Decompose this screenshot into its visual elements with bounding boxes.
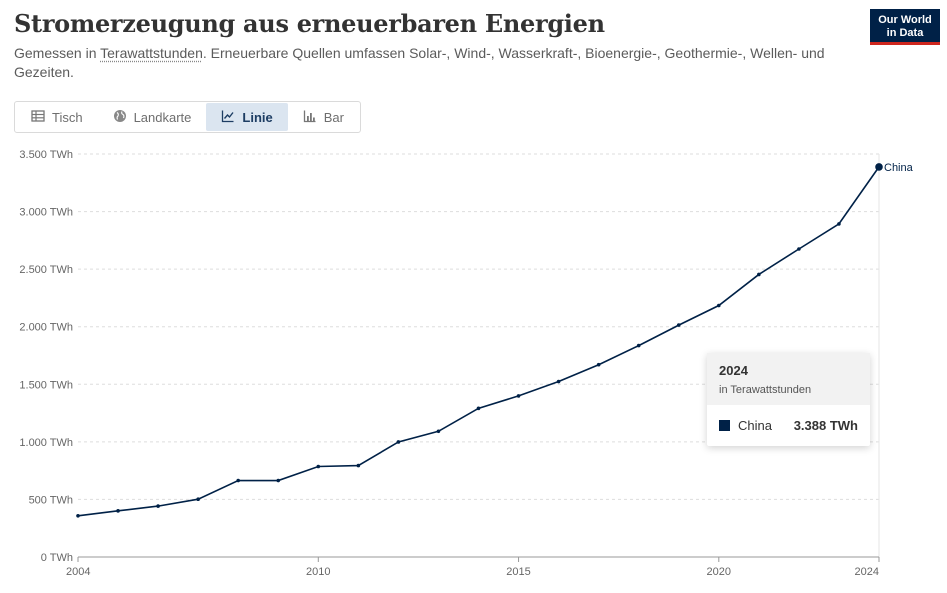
tab-table-label: Tisch xyxy=(52,109,83,125)
tab-map-label: Landkarte xyxy=(133,109,192,125)
tooltip-value: 3.388 TWh xyxy=(793,418,858,433)
data-point xyxy=(156,504,160,508)
data-point xyxy=(196,497,200,501)
y-tick-label: 1.000 TWh xyxy=(19,437,73,449)
x-axis: 2004 2010 2015 2020 2024 xyxy=(66,556,880,578)
chart-subtitle: Gemessen in Terawattstunden. Erneuerbare… xyxy=(14,44,874,82)
data-point xyxy=(316,464,321,469)
tooltip-header: 2024 in Terawattstunden xyxy=(707,353,870,405)
x-tick-label: 2024 xyxy=(855,566,879,578)
series-end-label: China xyxy=(884,162,914,174)
y-tick-label: 2.500 TWh xyxy=(19,264,73,276)
data-point xyxy=(516,394,521,398)
data-point xyxy=(476,406,481,411)
terawattstunden-link[interactable]: Terawattstunden xyxy=(100,45,203,61)
data-point xyxy=(596,362,601,367)
line-chart[interactable]: 0 TWh 500 TWh 1.000 TWh 1.500 TWh 2.000 TWh 2… xyxy=(0,140,947,593)
x-tick-label: 2010 xyxy=(306,566,330,578)
data-point xyxy=(396,440,401,444)
tooltip-row: China 3.388 TWh xyxy=(707,405,870,446)
data-point xyxy=(276,478,281,483)
bar-chart-icon xyxy=(303,109,317,126)
series-china: China xyxy=(76,162,914,518)
table-icon xyxy=(31,109,45,126)
x-tick-label: 2020 xyxy=(707,566,731,578)
tab-bar[interactable]: Bar xyxy=(288,103,359,131)
y-tick-label: 0 TWh xyxy=(41,552,73,564)
tab-map[interactable]: Landkarte xyxy=(98,103,207,131)
series-color-swatch xyxy=(719,420,730,431)
data-point xyxy=(116,509,120,513)
y-tick-label: 3.500 TWh xyxy=(19,149,73,161)
data-point xyxy=(236,478,240,483)
tooltip-year: 2024 xyxy=(719,363,748,378)
y-tick-label: 1.500 TWh xyxy=(19,379,73,391)
hover-tooltip: 2024 in Terawattstunden China 3.388 TWh xyxy=(707,353,870,446)
tooltip-series-name: China xyxy=(738,418,772,433)
data-point xyxy=(797,247,801,251)
subtitle-rest: . Erneuerbare Quellen umfassen Solar-, W… xyxy=(14,45,825,80)
line-chart-icon xyxy=(221,109,235,126)
y-tick-label: 500 TWh xyxy=(29,494,73,506)
tab-table[interactable]: Tisch xyxy=(16,103,98,131)
data-point xyxy=(636,343,641,348)
data-point xyxy=(556,379,561,384)
data-point xyxy=(76,513,80,518)
subtitle-prefix: Gemessen in xyxy=(14,45,101,61)
data-point xyxy=(837,222,841,226)
chart-type-tabs: Tisch Landkarte Linie Bar xyxy=(14,101,361,133)
x-tick-label: 2015 xyxy=(506,566,530,578)
data-point xyxy=(875,163,883,171)
owid-logo[interactable]: Our World in Data xyxy=(870,9,940,45)
tab-line[interactable]: Linie xyxy=(206,103,288,131)
y-tick-label: 3.000 TWh xyxy=(19,207,73,219)
chart-title: Stromerzeugung aus erneuerbaren Energien xyxy=(14,9,605,38)
x-tick-label: 2004 xyxy=(66,566,90,578)
y-axis-ticks: 0 TWh 500 TWh 1.000 TWh 1.500 TWh 2.000 TWh 2… xyxy=(19,149,73,564)
tab-bar-label: Bar xyxy=(323,109,344,125)
data-point xyxy=(436,429,441,434)
series-line xyxy=(77,166,880,517)
logo-line-1: Our World xyxy=(878,14,932,26)
y-tick-label: 2.000 TWh xyxy=(19,322,73,334)
data-point xyxy=(676,323,681,327)
logo-line-2: in Data xyxy=(886,27,924,39)
data-point xyxy=(757,272,761,277)
data-point xyxy=(356,463,361,468)
tab-line-label: Linie xyxy=(242,109,273,125)
data-point xyxy=(717,303,721,308)
globe-icon xyxy=(113,109,127,126)
tooltip-unit: in Terawattstunden xyxy=(719,384,812,396)
